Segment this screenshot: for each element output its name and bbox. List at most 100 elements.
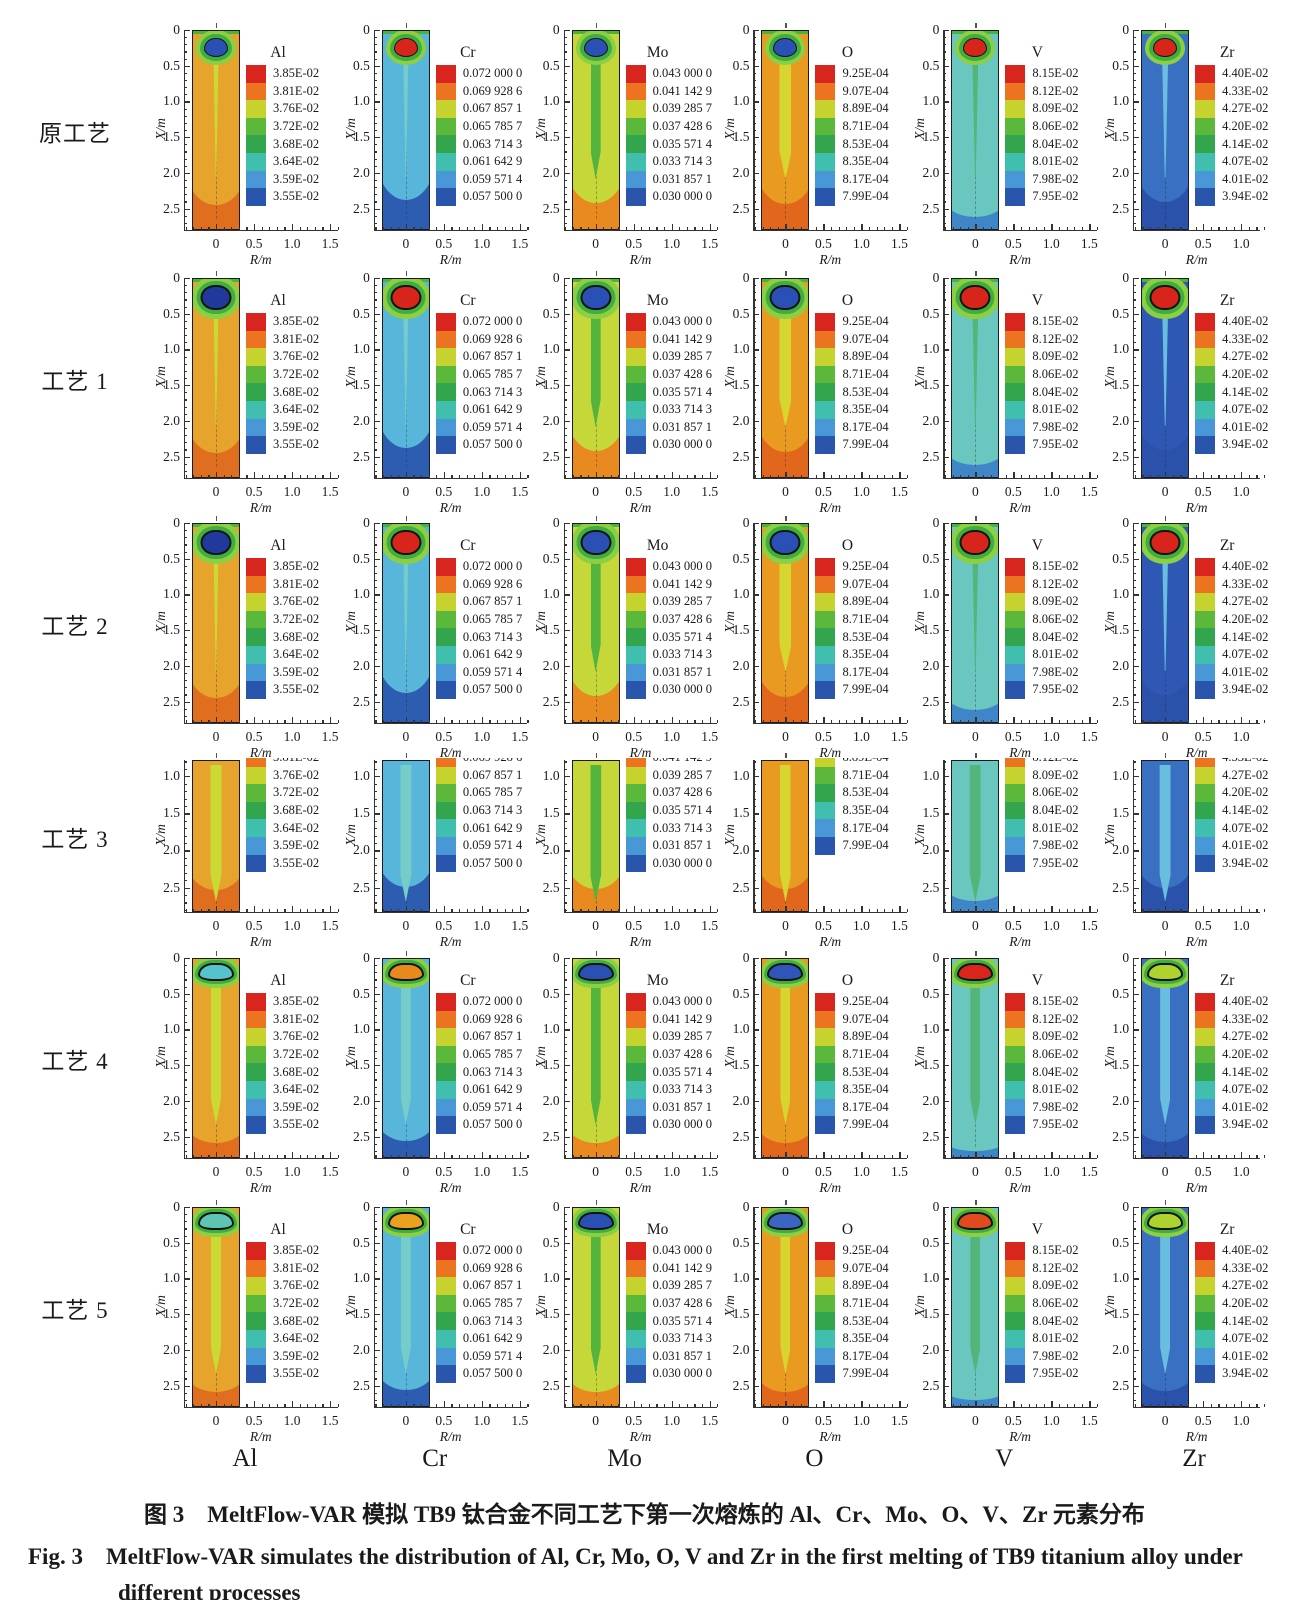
- y-minor-tick: [753, 1235, 757, 1237]
- x-minor-tick: [269, 909, 271, 912]
- colorbar-entry: 0.030 000 0: [625, 854, 712, 873]
- y-tick: [184, 1065, 190, 1067]
- y-minor-tick: [184, 1371, 187, 1373]
- y-tick-label: 2.0: [1112, 657, 1130, 673]
- y-minor-tick: [184, 1036, 187, 1038]
- y-minor-tick: [563, 1079, 567, 1081]
- y-minor-tick: [1133, 580, 1137, 582]
- melt-pool-blob: [963, 38, 988, 57]
- x-axis: [1133, 478, 1261, 480]
- melt-pool-blob: [387, 963, 424, 981]
- x-tick: [633, 906, 635, 912]
- melt-pool-blob: [959, 285, 991, 310]
- y-minor-tick: [184, 180, 187, 182]
- y-minor-tick: [1133, 428, 1137, 430]
- x-minor-tick: [512, 1155, 514, 1158]
- y-tick: [373, 1278, 380, 1280]
- y-axis-title: X/m: [1102, 1046, 1118, 1068]
- y-minor-tick: [184, 406, 187, 408]
- colorbar-zr: Zr 4.40E-02 4.33E-02 4.27E-02 4.20E-02 4.14E-…: [1195, 972, 1271, 1134]
- y-minor-tick: [184, 894, 187, 897]
- y-minor-tick: [184, 470, 187, 473]
- colorbar-swatch: [1005, 1329, 1026, 1348]
- y-minor-tick: [373, 537, 377, 539]
- y-minor-tick: [943, 463, 947, 465]
- y-tick: [1133, 1100, 1140, 1103]
- x-minor-tick: [428, 1404, 430, 1407]
- y-minor-tick: [753, 687, 757, 689]
- colorbar-value: 8.01E-02: [1032, 647, 1079, 662]
- colorbar-value: 8.35E-04: [842, 402, 889, 417]
- x-tick: [709, 1152, 711, 1158]
- colorbar-swatch: [1195, 1259, 1216, 1278]
- x-tick: [519, 1401, 522, 1407]
- y-tick-label: 0: [552, 22, 560, 37]
- y-tick: [1133, 1242, 1140, 1244]
- y-tick: [753, 278, 760, 280]
- y-minor-tick: [753, 1050, 757, 1053]
- colorbar-title: Zr: [1219, 972, 1235, 989]
- colorbar-title: Al: [270, 44, 286, 61]
- y-tick: [753, 701, 760, 703]
- y-tick-label: 1.0: [542, 1021, 560, 1037]
- y-minor-tick: [943, 587, 947, 589]
- colorbar-value: 9.07E-04: [842, 83, 889, 98]
- y-minor-tick: [184, 1050, 187, 1053]
- x-tick-label: 1.0: [1232, 1164, 1250, 1179]
- x-minor-tick: [891, 720, 894, 723]
- y-tick-label: 1.0: [542, 93, 560, 109]
- y-minor-tick: [373, 470, 377, 473]
- y-minor-tick: [753, 857, 757, 860]
- y-minor-tick: [373, 615, 377, 618]
- x-tick-label: 0.5: [435, 1413, 453, 1428]
- y-minor-tick: [184, 87, 187, 89]
- center-streak: [970, 979, 981, 1125]
- x-minor-tick: [337, 227, 339, 230]
- x-minor-tick: [1263, 1155, 1266, 1158]
- colorbar-entry: 0.067 857 1: [435, 1028, 522, 1046]
- y-minor-tick: [563, 165, 567, 167]
- x-tick: [1013, 1152, 1015, 1158]
- x-tick: [975, 224, 977, 230]
- x-minor-tick: [1081, 720, 1083, 723]
- x-minor-tick: [846, 909, 848, 912]
- y-tick-label: 2.5: [922, 200, 940, 216]
- colorbar-entry: 4.33E-02: [1195, 1010, 1271, 1029]
- colorbar-entry: 8.09E-02: [1005, 348, 1081, 366]
- colorbar-entry: 0.035 571 4: [625, 1312, 712, 1330]
- colorbar-value: 8.89E-04: [842, 758, 888, 765]
- colorbar-entry: 0.039 285 7: [625, 348, 712, 366]
- x-minor-tick: [451, 909, 453, 912]
- y-minor-tick: [563, 1371, 567, 1373]
- colorbar-entry: 4.33E-02: [1195, 758, 1268, 767]
- x-axis-title: R/m: [249, 500, 272, 515]
- y-minor-tick: [563, 820, 567, 822]
- x-tick: [1203, 224, 1205, 230]
- colorbar-swatch: [815, 418, 836, 437]
- colorbar-entry: 8.35E-04: [815, 152, 891, 171]
- y-minor-tick: [563, 902, 567, 904]
- x-minor-tick: [1195, 475, 1197, 478]
- colorbar-value: 0.035 571 4: [652, 629, 713, 644]
- colorbar-entry: 4.33E-02: [1195, 82, 1271, 101]
- colorbar-swatch: [625, 1098, 646, 1117]
- x-tick: [1241, 1152, 1243, 1158]
- y-minor-tick: [373, 1392, 377, 1394]
- melt-pool-blob: [959, 530, 991, 555]
- y-tick-label: 2.0: [352, 412, 370, 428]
- x-minor-tick: [641, 1404, 643, 1407]
- colorbar-swatch: [815, 313, 836, 331]
- y-minor-tick: [943, 87, 947, 89]
- x-minor-tick: [322, 227, 324, 230]
- y-tick: [1133, 1349, 1140, 1352]
- colorbar-swatch: [435, 558, 456, 576]
- y-tick: [563, 1278, 570, 1280]
- y-tick-label: 0.5: [922, 57, 940, 73]
- y-tick-label: 1.5: [542, 622, 560, 638]
- x-minor-tick: [200, 475, 202, 478]
- y-minor-tick: [373, 80, 377, 82]
- y-minor-tick: [563, 1043, 567, 1045]
- y-minor-tick: [373, 320, 377, 323]
- colorbar-swatch: [815, 365, 836, 384]
- y-minor-tick: [373, 1307, 377, 1309]
